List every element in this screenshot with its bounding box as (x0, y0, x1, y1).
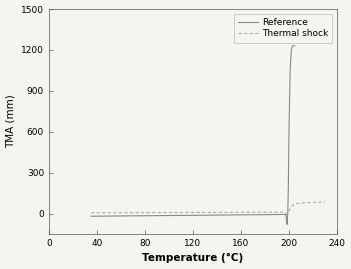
Y-axis label: TMA (mm): TMA (mm) (6, 95, 15, 148)
Thermal shock (189, 211, 193, 214)
X-axis label: Temperature (°C): Temperature (°C) (143, 253, 244, 263)
Reference (89, 215, 93, 218)
Thermal shock (323, 200, 327, 204)
Thermal shock (256, 211, 260, 214)
Thermal shock (89, 211, 93, 214)
Reference (141, 214, 145, 217)
Reference (285, 223, 289, 226)
Thermal shock (116, 211, 120, 214)
Thermal shock (202, 211, 206, 214)
Line: Reference: Reference (91, 46, 295, 224)
Line: Thermal shock: Thermal shock (91, 202, 325, 214)
Reference (293, 44, 297, 47)
Reference (113, 214, 117, 218)
Thermal shock (258, 211, 263, 214)
Reference (290, 44, 294, 47)
Reference (247, 213, 252, 216)
Thermal shock (284, 213, 289, 216)
Reference (235, 213, 239, 217)
Legend: Reference, Thermal shock: Reference, Thermal shock (234, 13, 332, 43)
Thermal shock (181, 211, 185, 214)
Reference (178, 214, 182, 217)
Reference (175, 214, 179, 217)
